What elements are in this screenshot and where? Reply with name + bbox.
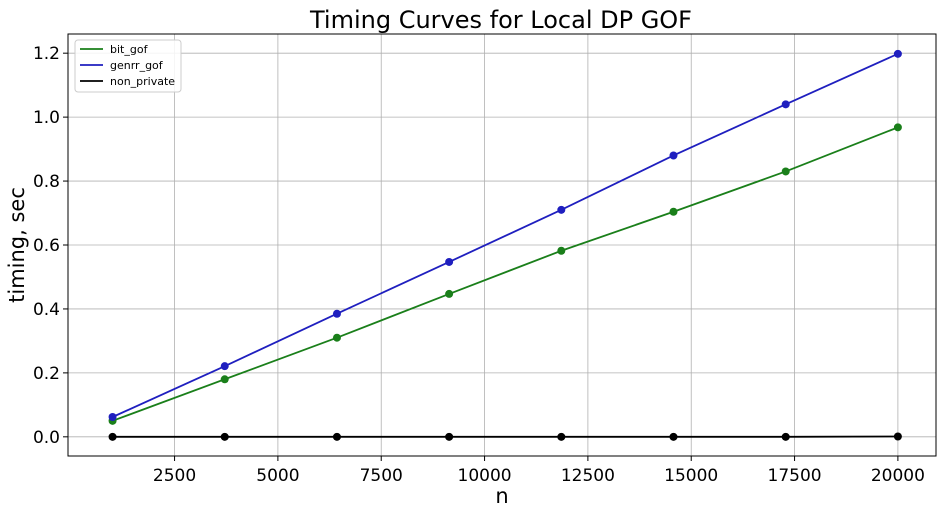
legend-box (74, 39, 182, 93)
data-point (445, 257, 454, 266)
x-tick-label: 2500 (153, 466, 196, 486)
series-line (112, 126, 899, 422)
legend: bit_gof genrr_gof non_private (74, 39, 182, 93)
y-tick-label: 0.8 (33, 172, 60, 192)
data-point (445, 289, 454, 298)
y-tick-label: 0.2 (33, 364, 60, 384)
legend-label: non_private (110, 75, 175, 88)
series-layer (108, 49, 902, 441)
data-point (220, 362, 229, 371)
data-point (332, 333, 341, 342)
x-tick-label: 17500 (768, 466, 822, 486)
data-point (220, 432, 229, 441)
chart-title: Timing Curves for Local DP GOF (309, 6, 692, 34)
y-axis-label: timing, sec (5, 187, 29, 303)
legend-label: bit_gof (110, 43, 149, 56)
x-tick-label: 20000 (871, 466, 925, 486)
legend-label: genrr_gof (110, 59, 164, 72)
data-point (893, 123, 902, 132)
data-point (445, 432, 454, 441)
data-point (781, 167, 790, 176)
series-non-private (108, 432, 902, 441)
ticks: 2500 5000 7500 10000 12500 15000 17500 20000 0.0… (33, 44, 925, 486)
data-point (557, 432, 566, 441)
data-point (669, 432, 678, 441)
data-point (332, 309, 341, 318)
data-point (108, 432, 117, 441)
x-tick-label: 5000 (256, 466, 299, 486)
data-point (108, 412, 117, 421)
data-point (781, 432, 790, 441)
y-tick-label: 1.0 (33, 108, 60, 128)
series-genrr-gof (108, 49, 902, 421)
data-point (669, 207, 678, 216)
y-tick-label: 0.6 (33, 236, 60, 256)
x-axis-label: n (495, 484, 508, 508)
x-tick-label: 7500 (360, 466, 403, 486)
y-tick-label: 1.2 (33, 44, 60, 64)
data-point (781, 100, 790, 109)
grid (68, 34, 936, 456)
data-point (557, 205, 566, 214)
x-tick-label: 15000 (664, 466, 718, 486)
data-point (220, 375, 229, 384)
data-point (893, 49, 902, 58)
x-tick-label: 12500 (561, 466, 615, 486)
x-tick-label: 10000 (458, 466, 512, 486)
series-bit-gof (108, 123, 902, 425)
y-tick-label: 0.4 (33, 300, 60, 320)
data-point (332, 432, 341, 441)
y-tick-label: 0.0 (33, 428, 60, 448)
series-line (112, 53, 899, 418)
data-point (557, 246, 566, 255)
data-point (893, 432, 902, 441)
data-point (669, 151, 678, 160)
